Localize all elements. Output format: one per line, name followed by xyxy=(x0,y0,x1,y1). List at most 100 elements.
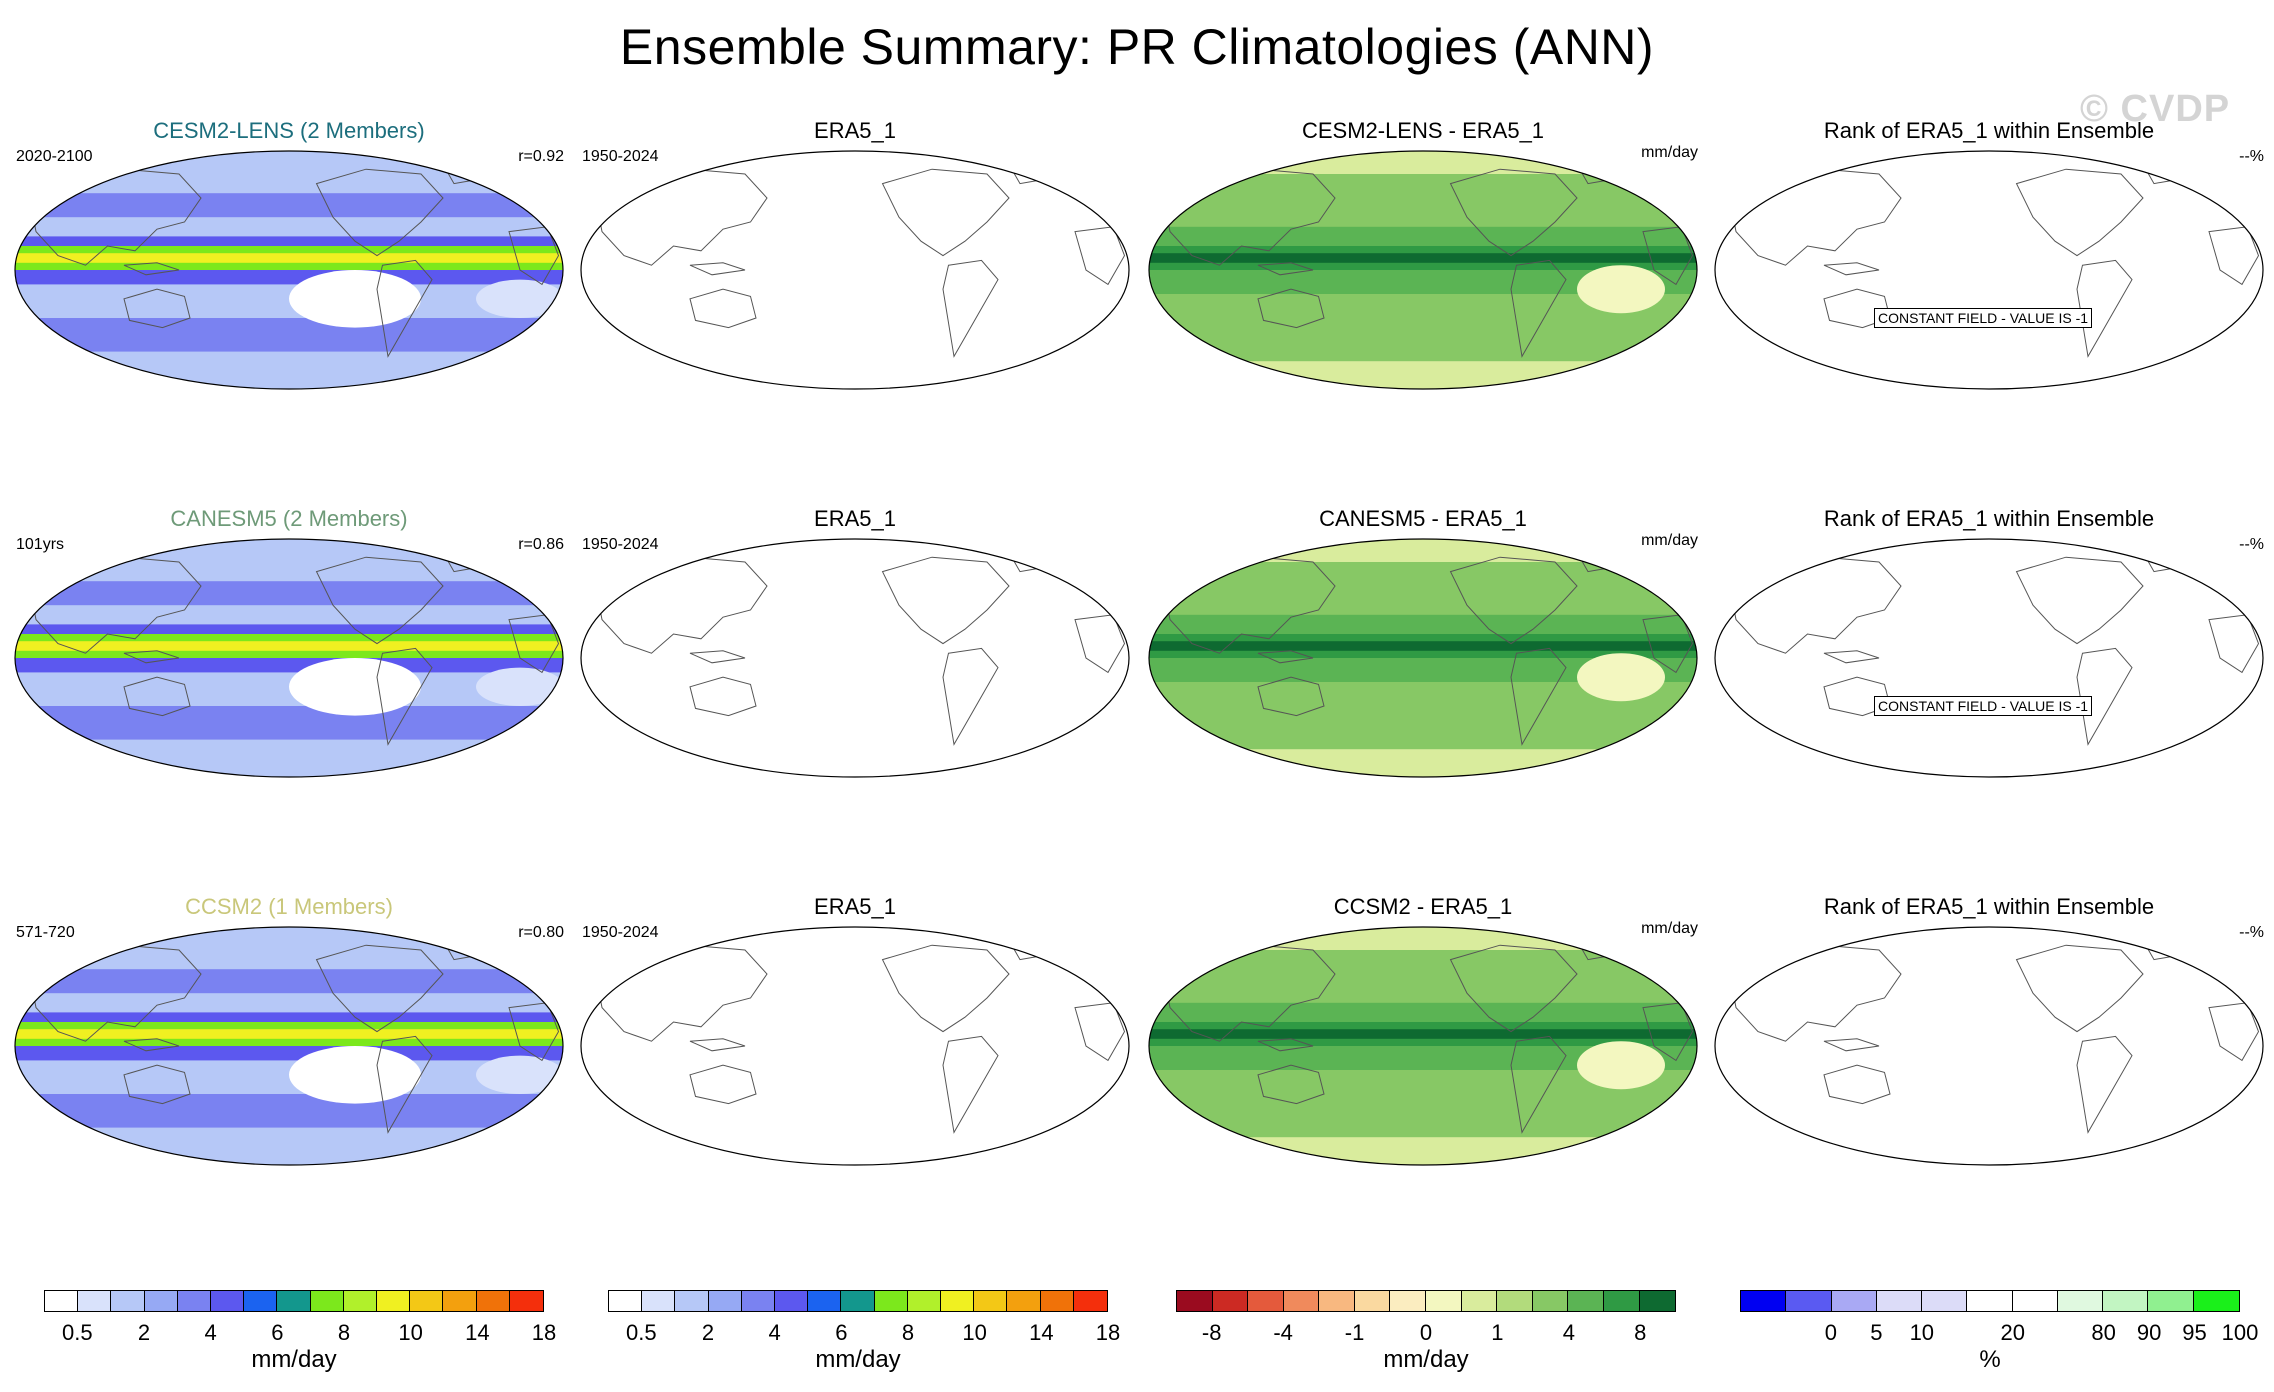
itcz-core xyxy=(15,253,563,263)
continent-outline xyxy=(1257,1064,1325,1105)
colorbar-boxes xyxy=(44,1290,544,1312)
continent-outline xyxy=(689,1038,746,1052)
continent-outline xyxy=(376,259,433,358)
colorbar-box xyxy=(1426,1291,1462,1311)
continent-outline xyxy=(315,556,444,645)
colorbar-box xyxy=(708,1291,742,1311)
continent-outline xyxy=(376,1035,433,1134)
continent-outline xyxy=(595,944,768,1042)
obs-map-svg xyxy=(580,150,1130,390)
continent-outline xyxy=(1729,168,1902,266)
obs-map-svg xyxy=(580,926,1130,1166)
continent-outline xyxy=(881,556,1010,645)
diff-map-panel xyxy=(1148,926,1698,1166)
colorbar-tick-label: 18 xyxy=(1095,1320,1121,1345)
continent-outline xyxy=(1074,614,1126,674)
colorbar-tick-label: 8 xyxy=(337,1320,351,1345)
colorbar-tick-label: 0 xyxy=(1824,1320,1838,1345)
arctic-difference-band xyxy=(1149,927,1697,950)
model-map-panel xyxy=(14,926,564,1166)
continent-outline xyxy=(689,1064,757,1105)
colorbar-units-label: mm/day xyxy=(815,1346,901,1373)
continent-outline xyxy=(123,650,180,664)
continent-outline xyxy=(1823,262,1880,276)
model-panel-title: CESM2-LENS (2 Members) xyxy=(153,118,425,143)
low-difference-region xyxy=(1577,1041,1665,1090)
colorbar-tick-label: 14 xyxy=(1029,1320,1054,1345)
obs-map-svg xyxy=(580,538,1130,778)
colorbar-box xyxy=(1741,1291,1787,1311)
dry-zone-south-atlantic xyxy=(476,667,563,707)
globe-border xyxy=(14,538,564,778)
rank-map-svg xyxy=(1714,538,2264,778)
dry-zone-south-atlantic xyxy=(476,1055,563,1095)
colorbar-box xyxy=(343,1291,378,1311)
continent-outline xyxy=(1257,650,1314,664)
colorbar-box xyxy=(609,1291,643,1311)
colorbar-tick-label: 2 xyxy=(137,1320,151,1345)
rank-map-svg xyxy=(1714,150,2264,390)
continent-outline xyxy=(881,944,1010,1033)
continent-outline xyxy=(123,1064,191,1105)
model-period-label: 101yrs xyxy=(16,536,65,553)
colorbar-box xyxy=(2148,1291,2194,1311)
continent-outline xyxy=(1642,1002,1694,1062)
rank-map-panel xyxy=(1714,150,2264,390)
rank-value-label: --% xyxy=(2239,924,2264,941)
colorbar-tick-label: 10 xyxy=(1909,1320,1935,1345)
continent-outline xyxy=(942,1035,999,1134)
continent-outline xyxy=(315,944,444,1033)
constant-field-label: CONSTANT FIELD - VALUE IS -1 xyxy=(1874,308,2093,328)
colorbar-box xyxy=(78,1291,112,1311)
obs-map-panel xyxy=(580,926,1130,1166)
diff-map-panel xyxy=(1148,150,1698,390)
rank-map-svg xyxy=(1714,926,2264,1166)
globe-border xyxy=(1714,150,2264,390)
figure-title: Ensemble Summary: PR Climatologies (ANN) xyxy=(619,19,1655,75)
colorbar-box xyxy=(1786,1291,1832,1311)
continent-outline xyxy=(689,650,746,664)
colorbar-box xyxy=(443,1291,477,1311)
colorbar-box xyxy=(1876,1291,1923,1311)
colorbar-tick-label: -8 xyxy=(1201,1320,1222,1345)
arctic-difference-band xyxy=(1149,151,1697,174)
continent-outline xyxy=(1074,1002,1126,1062)
colorbar-tick-label: 14 xyxy=(465,1320,490,1345)
continent-outline xyxy=(2208,614,2260,674)
globe-border xyxy=(580,538,1130,778)
colorbar-tick-label: 0 xyxy=(1419,1320,1433,1345)
colorbar-box xyxy=(874,1291,908,1311)
colorbar-box xyxy=(1040,1291,1074,1311)
continent-outline xyxy=(2076,1035,2133,1134)
continent-outline xyxy=(1823,650,1880,664)
colorbar-box xyxy=(310,1291,344,1311)
continent-outline xyxy=(1257,676,1325,717)
colorbar-box xyxy=(1568,1291,1604,1311)
colorbar-box xyxy=(1967,1291,2013,1311)
diff-map-svg xyxy=(1148,150,1698,390)
colorbar-units-label: % xyxy=(1979,1346,2001,1373)
southern-stormtrack-band xyxy=(15,1094,563,1128)
dry-zone-southeast-pacific xyxy=(289,1046,421,1104)
continent-outline xyxy=(1729,556,1902,654)
colorbar-box xyxy=(45,1291,79,1311)
colorbar-box xyxy=(410,1291,444,1311)
dry-zone-south-atlantic xyxy=(476,279,563,319)
arctic-difference-band xyxy=(1149,539,1697,562)
globe-border xyxy=(580,926,1130,1166)
colorbar-boxes xyxy=(1176,1290,1676,1312)
continent-outline xyxy=(376,647,433,746)
constant-field-label: CONSTANT FIELD - VALUE IS -1 xyxy=(1874,696,2093,716)
model-map-panel xyxy=(14,538,564,778)
colorbar-box xyxy=(642,1291,676,1311)
model-map-svg xyxy=(14,538,564,778)
colorbar-tick-label: 4 xyxy=(768,1320,781,1345)
continent-outline xyxy=(508,226,560,286)
low-difference-region xyxy=(1577,265,1665,314)
continent-outline xyxy=(595,556,768,654)
colorbar-box xyxy=(941,1291,975,1311)
obs-period-label: 1950-2024 xyxy=(582,536,659,553)
colorbar-box xyxy=(1461,1291,1498,1311)
continent-outline xyxy=(689,676,757,717)
low-difference-region xyxy=(1577,653,1665,702)
